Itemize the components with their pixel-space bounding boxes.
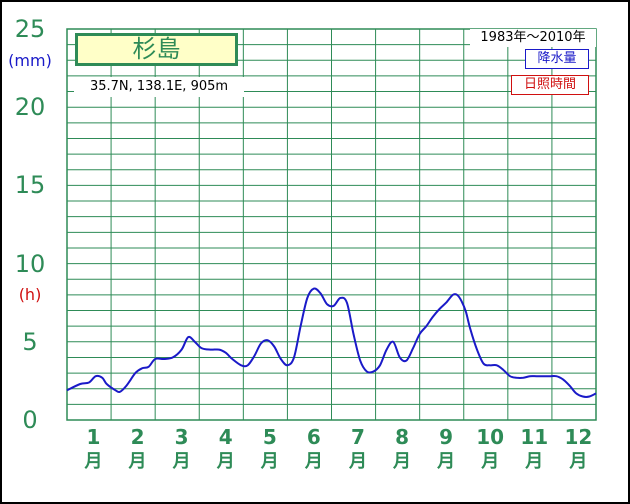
month-number-label: 5 [262,425,277,449]
month-suffix-label: 月 [525,451,544,472]
month-suffix-label: 月 [216,451,235,472]
y-tick-label: 20 [14,93,46,122]
month-number-label: 10 [476,425,505,449]
month-suffix-label: 月 [348,451,367,472]
month-number-label: 9 [439,425,454,449]
month-suffix-label: 月 [260,451,279,472]
legend-sunshine: 日照時間 [511,75,589,95]
y-tick-label: 0 [22,406,38,434]
month-number-label: 6 [306,425,321,449]
month-suffix-label: 月 [393,451,412,472]
month-number-label: 4 [218,425,233,449]
month-suffix-label: 月 [84,451,103,472]
month-number-label: 2 [130,425,145,449]
y-tick-label: 5 [22,327,38,356]
station-location: 35.7N, 138.1E, 905m [74,77,244,97]
y-tick-label: 25 [14,15,46,43]
month-suffix-label: 月 [437,451,456,472]
y-tick-label: 15 [14,171,46,200]
month-number-label: 7 [350,425,365,449]
y-unit-sunshine: (h) [18,285,42,304]
chart-title: 杉島 [75,33,238,66]
observation-period: 1983年〜2010年 [470,29,596,47]
month-number-label: 11 [520,425,549,449]
month-suffix-label: 月 [481,451,500,472]
month-number-label: 8 [395,425,409,449]
month-number-label: 1 [86,425,101,449]
month-suffix-label: 月 [569,451,588,472]
data-series [66,287,597,398]
month-number-label: 12 [564,425,593,449]
month-suffix-label: 月 [172,451,191,472]
legend-precipitation: 降水量 [525,49,589,69]
month-suffix-label: 月 [128,451,147,472]
month-number-label: 3 [174,425,189,449]
plot-border [66,28,597,421]
y-unit-precipitation: (mm) [8,51,52,70]
y-tick-label: 10 [14,249,46,278]
month-suffix-label: 月 [304,451,323,472]
series-line-0 [66,287,597,398]
